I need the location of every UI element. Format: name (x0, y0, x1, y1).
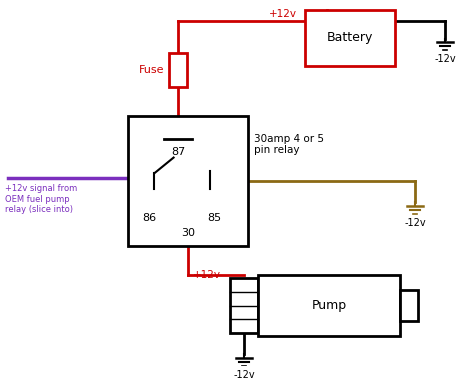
Bar (169, 53, 187, 87)
Bar (128, 116, 248, 246)
Text: +12v: +12v (269, 9, 297, 19)
Bar (258, 275, 400, 336)
Text: 85: 85 (207, 213, 221, 222)
Text: -12v: -12v (434, 54, 456, 64)
Bar (230, 278, 258, 333)
Text: +12v signal from
OEM fuel pump
relay (slice into): +12v signal from OEM fuel pump relay (sl… (5, 184, 77, 214)
Text: 30amp 4 or 5
pin relay: 30amp 4 or 5 pin relay (254, 134, 324, 155)
Text: -12v: -12v (233, 370, 255, 379)
Bar (400, 290, 418, 321)
Text: 86: 86 (143, 213, 157, 222)
Text: Fuse: Fuse (139, 65, 164, 75)
Text: Battery: Battery (327, 31, 373, 44)
Text: -12v: -12v (404, 218, 426, 228)
Text: Pump: Pump (311, 299, 346, 312)
Text: 30: 30 (181, 228, 195, 238)
Text: 87: 87 (171, 147, 185, 157)
Bar (305, 9, 395, 66)
Text: +12v: +12v (193, 270, 221, 280)
